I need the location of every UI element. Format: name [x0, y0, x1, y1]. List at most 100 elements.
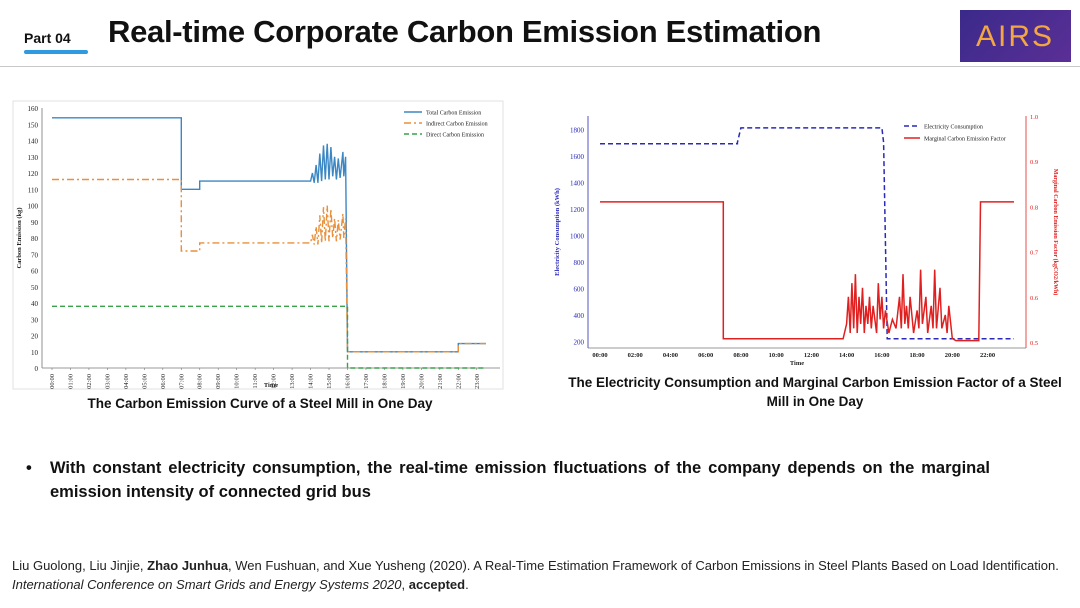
x-tick-label: 15:00	[326, 374, 333, 389]
y-axis-title: Carbon Emission (kg)	[16, 207, 23, 268]
x-tick-label: 16:00	[874, 352, 889, 359]
legend-entry: Marginal Carbon Emission Factor	[924, 137, 1006, 143]
reference-citation: Liu Guolong, Liu Jinjie, Zhao Junhua, We…	[12, 556, 1072, 594]
x-tick-label: 18:00	[381, 374, 388, 389]
chart-caption-left: The Carbon Emission Curve of a Steel Mil…	[87, 396, 433, 411]
series-line-direct-carbon-emission	[52, 305, 486, 369]
y-right-tick-label: 0.9	[1030, 159, 1038, 166]
legend-entry: Total Carbon Emission	[426, 111, 481, 117]
x-tick-label: 22:00	[980, 352, 995, 359]
y-tick-label: 150	[28, 121, 39, 129]
y-right-tick-label: 0.8	[1030, 204, 1038, 211]
x-tick-label: 08:00	[733, 352, 748, 359]
y-tick-label: 10	[31, 349, 39, 357]
x-tick-label: 05:00	[141, 374, 148, 389]
x-tick-label: 03:00	[104, 374, 111, 389]
y-right-tick-label: 0.7	[1030, 250, 1039, 257]
bullet-text: With constant electricity consumption, t…	[50, 459, 990, 501]
plot-frame	[12, 100, 504, 390]
y-tick-label: 160	[28, 105, 39, 113]
x-tick-label: 18:00	[910, 352, 925, 359]
x-tick-label: 06:00	[698, 352, 713, 359]
x-tick-label: 02:00	[628, 352, 643, 359]
legend-entry: Direct Carbon Emission	[426, 133, 484, 139]
x-tick-label: 10:00	[769, 352, 784, 359]
series-line-indirect-carbon-emission	[52, 178, 486, 353]
ref-end: .	[465, 577, 469, 592]
ref-venue: International Conference on Smart Grids …	[12, 577, 402, 592]
y-right-tick-label: 0.6	[1030, 295, 1039, 302]
x-tick-label: 20:00	[945, 352, 960, 359]
y-right-tick-label: 0.5	[1030, 340, 1038, 347]
ref-status: accepted	[408, 577, 466, 592]
ref-details: , Wen Fushuan, and Xue Yusheng (2020). A…	[228, 558, 1059, 573]
x-tick-label: 00:00	[49, 374, 56, 389]
x-axis-title: Time	[264, 382, 278, 389]
y-tick-label: 80	[31, 235, 39, 243]
x-tick-label: 11:00	[252, 374, 259, 389]
bullet-dot: •	[26, 459, 32, 477]
legend-entry: Indirect Carbon Emission	[426, 122, 488, 128]
series-line-total-carbon-emission	[52, 117, 486, 353]
y-tick-label: 1400	[570, 179, 585, 187]
x-tick-label: 12:00	[271, 374, 278, 389]
logo-text: AIRS	[976, 20, 1054, 53]
electricity-emission-factor-chart: 200 400 600 800 1000 1200 1400 1600 1800 0.5 0.6 0.…	[548, 108, 1070, 368]
ref-author-highlight: Zhao Junhua	[147, 558, 229, 573]
y-tick-label: 1800	[570, 126, 585, 134]
series-line-marginal-carbon-emission-factor	[600, 201, 1014, 342]
y-tick-label: 120	[28, 170, 39, 178]
x-tick-label: 21:00	[437, 374, 444, 389]
series-line-electricity-consumption	[600, 127, 1014, 340]
x-tick-label: 07:00	[178, 374, 185, 389]
x-tick-label: 23:00	[474, 374, 481, 389]
x-tick-label: 14:00	[308, 374, 315, 389]
carbon-emission-chart: 0 10 20 30 40 50 60 70 80 90 100 110 120 130 140 150 160…	[12, 100, 504, 390]
y-tick-label: 1600	[570, 153, 585, 161]
legend-entry: Electricity Consumption	[924, 125, 983, 131]
y-tick-label: 30	[31, 316, 39, 324]
chart-caption-right: The Electricity Consumption and Marginal…	[568, 375, 1062, 409]
x-tick-label: 22:00	[455, 374, 462, 389]
ref-sep: ,	[401, 577, 409, 592]
part-label: Part 04	[24, 30, 71, 46]
x-tick-label: 09:00	[215, 374, 222, 389]
airs-logo: AIRS	[960, 10, 1071, 62]
x-tick-label: 04:00	[123, 374, 130, 389]
x-tick-label: 14:00	[839, 352, 854, 359]
y-tick-label: 20	[31, 333, 39, 341]
x-tick-label: 19:00	[400, 374, 407, 389]
header-divider	[0, 66, 1080, 67]
x-tick-label: 17:00	[363, 374, 370, 389]
y-tick-label: 1000	[570, 232, 585, 240]
page-title: Real-time Corporate Carbon Emission Esti…	[108, 14, 822, 49]
y-tick-label: 600	[574, 285, 585, 293]
y-tick-label: 110	[28, 186, 39, 194]
y-tick-label: 140	[28, 138, 39, 146]
y-tick-label: 70	[31, 251, 39, 259]
y-axis-title: Electricity Consumption (kWh)	[554, 188, 561, 276]
x-tick-label: 00:00	[592, 352, 607, 359]
x-tick-label: 06:00	[160, 374, 167, 389]
x-tick-label: 08:00	[197, 374, 204, 389]
x-tick-label: 01:00	[67, 374, 74, 389]
y-tick-label: 1200	[570, 206, 585, 214]
y-tick-label: 50	[31, 284, 39, 292]
plot-frame	[549, 109, 1069, 367]
y-tick-label: 40	[31, 300, 39, 308]
y-right-tick-label: 1.0	[1030, 114, 1038, 121]
y-tick-label: 60	[31, 268, 39, 276]
y-tick-label: 200	[574, 338, 585, 346]
y-tick-label: 90	[31, 219, 39, 227]
y-tick-label: 100	[28, 203, 39, 211]
x-tick-label: 10:00	[234, 374, 241, 389]
x-tick-label: 13:00	[289, 374, 296, 389]
y-tick-label: 800	[574, 259, 585, 267]
y-tick-label: 0	[35, 365, 39, 373]
x-tick-label: 12:00	[804, 352, 819, 359]
y-right-axis-title: Marginal Carbon Emission Factor (kgCO2/k…	[1052, 169, 1059, 296]
x-tick-label: 04:00	[663, 352, 678, 359]
x-tick-label: 02:00	[86, 374, 93, 389]
x-tick-label: 20:00	[418, 374, 425, 389]
ref-authors: Liu Guolong, Liu Jinjie,	[12, 558, 148, 573]
